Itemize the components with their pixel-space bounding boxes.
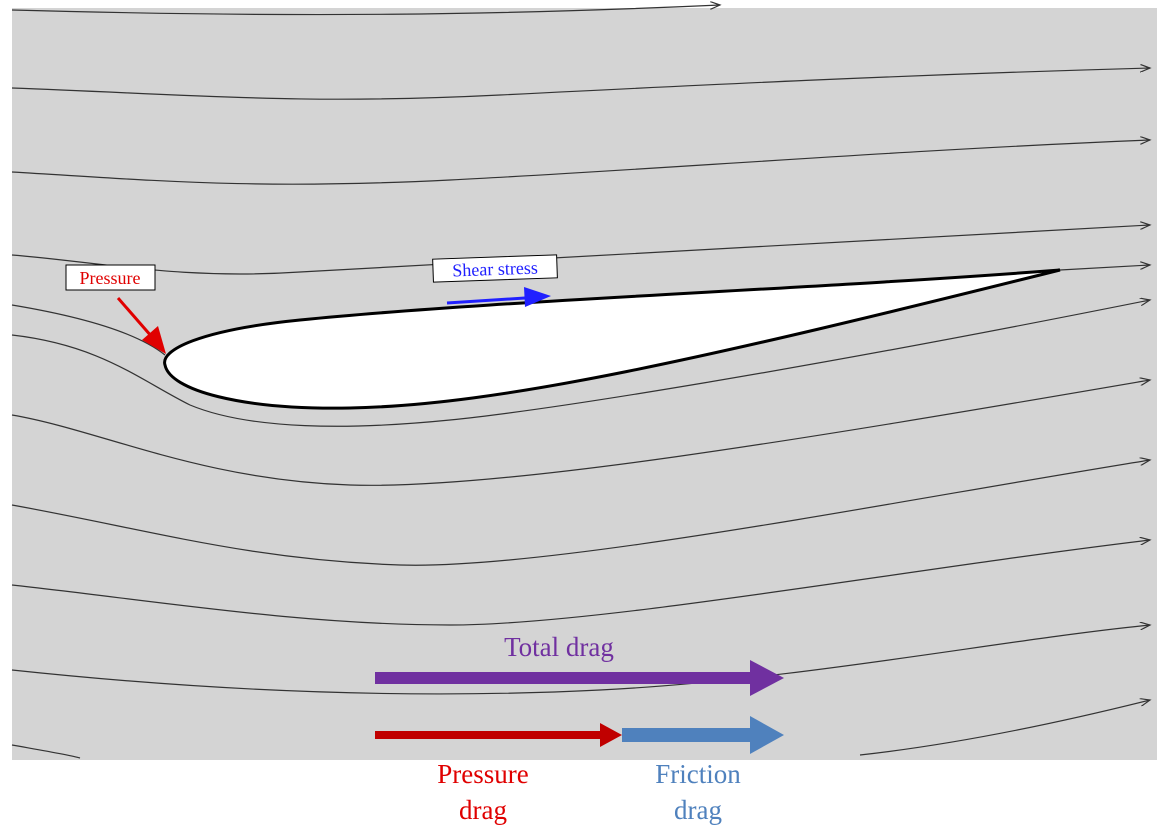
- diagram: Pressure Shear stress Total drag Pressur…: [0, 0, 1157, 828]
- total-drag-label: Total drag: [504, 632, 614, 662]
- pressure-drag-label: drag: [459, 795, 507, 825]
- friction-drag-label: Friction: [655, 759, 741, 789]
- pressure-drag-bar: [375, 731, 603, 739]
- total-drag-bar: [375, 672, 753, 684]
- page: Pressure Shear stress Total drag Pressur…: [0, 0, 1157, 828]
- pressure-label: Pressure: [80, 268, 141, 288]
- shear-box-group: Shear stress: [433, 255, 558, 282]
- shear-label: Shear stress: [452, 258, 538, 281]
- friction-drag-bar: [622, 728, 752, 742]
- friction-drag-label: drag: [674, 795, 722, 825]
- pressure-drag-label: Pressure: [437, 759, 528, 789]
